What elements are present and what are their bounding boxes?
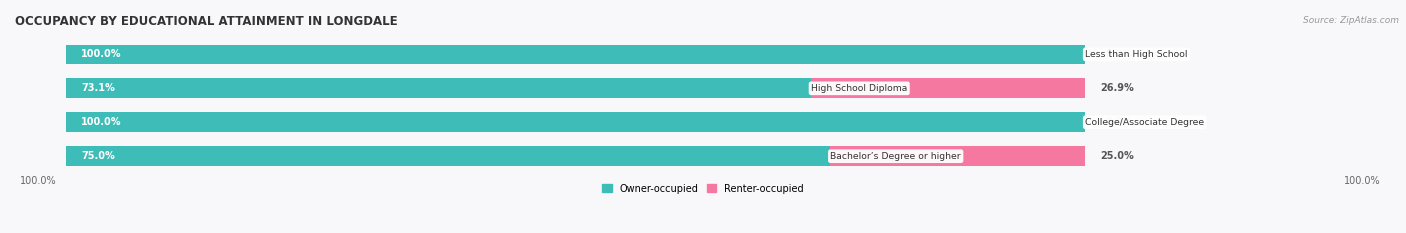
Text: High School Diploma: High School Diploma — [811, 84, 907, 93]
Text: 0.0%: 0.0% — [1105, 49, 1133, 59]
Bar — [66, 113, 1085, 132]
Text: Less than High School: Less than High School — [1085, 50, 1188, 59]
Text: 100.0%: 100.0% — [1344, 176, 1381, 186]
Legend: Owner-occupied, Renter-occupied: Owner-occupied, Renter-occupied — [599, 180, 807, 198]
Bar — [811, 79, 1085, 98]
Bar — [66, 79, 1085, 98]
Bar — [66, 79, 811, 98]
Text: Bachelor’s Degree or higher: Bachelor’s Degree or higher — [831, 152, 962, 161]
Text: 25.0%: 25.0% — [1101, 151, 1135, 161]
Bar — [831, 146, 1085, 166]
Text: 26.9%: 26.9% — [1101, 83, 1135, 93]
Text: 0.0%: 0.0% — [1105, 117, 1133, 127]
Text: 100.0%: 100.0% — [82, 117, 122, 127]
Bar — [66, 146, 1085, 166]
Text: 100.0%: 100.0% — [82, 49, 122, 59]
Text: OCCUPANCY BY EDUCATIONAL ATTAINMENT IN LONGDALE: OCCUPANCY BY EDUCATIONAL ATTAINMENT IN L… — [15, 15, 398, 28]
Bar — [66, 45, 1085, 64]
Text: 100.0%: 100.0% — [20, 176, 56, 186]
Text: College/Associate Degree: College/Associate Degree — [1085, 118, 1205, 127]
Text: Source: ZipAtlas.com: Source: ZipAtlas.com — [1303, 16, 1399, 25]
Bar — [66, 146, 831, 166]
Bar — [66, 45, 1085, 64]
Text: 75.0%: 75.0% — [82, 151, 115, 161]
Bar — [66, 113, 1085, 132]
Text: 73.1%: 73.1% — [82, 83, 115, 93]
